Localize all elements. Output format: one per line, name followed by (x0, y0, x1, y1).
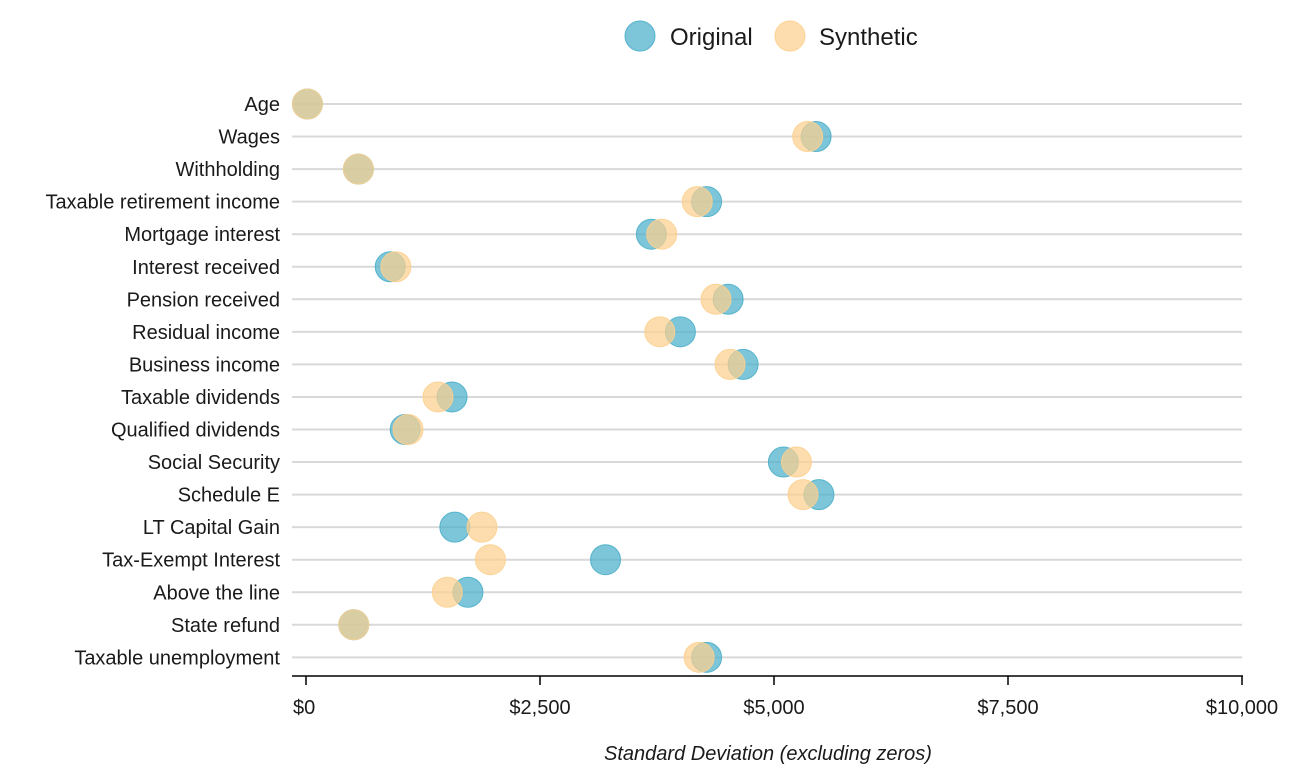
point-synthetic (714, 348, 746, 380)
point-synthetic (792, 121, 824, 153)
point-original (439, 511, 471, 543)
legend-swatch (624, 20, 656, 52)
category-label: Withholding (175, 159, 280, 181)
category-label: Taxable unemployment (74, 647, 280, 669)
category-label: Residual income (132, 322, 280, 344)
category-label: Interest received (132, 257, 280, 279)
series-original (291, 88, 835, 673)
legend-label: Original (670, 24, 753, 51)
category-label: Taxable dividends (121, 387, 280, 409)
point-synthetic (787, 479, 819, 511)
point-synthetic (700, 283, 732, 315)
category-label: Qualified dividends (111, 420, 280, 442)
category-label: Business income (129, 354, 280, 376)
category-label: Taxable retirement income (45, 192, 280, 214)
category-label: Mortgage interest (124, 224, 280, 246)
point-synthetic (646, 218, 678, 250)
point-synthetic (683, 641, 715, 673)
category-label: Above the line (153, 582, 280, 604)
point-synthetic (681, 186, 713, 218)
data-points (291, 88, 835, 673)
point-synthetic (644, 316, 676, 348)
point-synthetic (380, 251, 412, 283)
category-label: Age (244, 94, 280, 116)
legend-item-original: Original (624, 20, 753, 52)
x-tick-label: $7,500 (977, 697, 1038, 719)
series-synthetic (291, 88, 824, 673)
category-label: LT Capital Gain (143, 517, 280, 539)
point-synthetic (466, 511, 498, 543)
point-synthetic (474, 544, 506, 576)
category-label: Tax-Exempt Interest (102, 550, 280, 572)
point-synthetic (291, 88, 323, 120)
category-label: Social Security (148, 452, 280, 474)
x-tick-label: $2,500 (509, 697, 570, 719)
category-label: Schedule E (178, 485, 280, 507)
point-synthetic (780, 446, 812, 478)
category-label: State refund (171, 615, 280, 637)
x-axis: $0 $2,500 $5,000 $7,500 $10,000 (292, 675, 1278, 719)
x-axis-title: Standard Deviation (excluding zeros) (604, 743, 932, 765)
category-label: Wages (218, 127, 280, 149)
gridlines (292, 103, 1242, 659)
point-synthetic (342, 153, 374, 185)
legend-swatch (774, 20, 806, 52)
point-original (590, 544, 622, 576)
legend-item-synthetic: Synthetic (774, 20, 918, 52)
legend: Original Synthetic (624, 20, 918, 52)
category-label: Pension received (127, 289, 280, 311)
point-synthetic (422, 381, 454, 413)
point-synthetic (431, 576, 463, 608)
x-tick-label: $5,000 (743, 697, 804, 719)
x-tick-label: $10,000 (1206, 697, 1278, 719)
point-synthetic (338, 609, 370, 641)
legend-label: Synthetic (819, 24, 918, 51)
point-synthetic (392, 414, 424, 445)
x-tick-label: $0 (293, 697, 315, 719)
category-labels: Age Wages Withholding Taxable retirement in… (45, 94, 280, 669)
